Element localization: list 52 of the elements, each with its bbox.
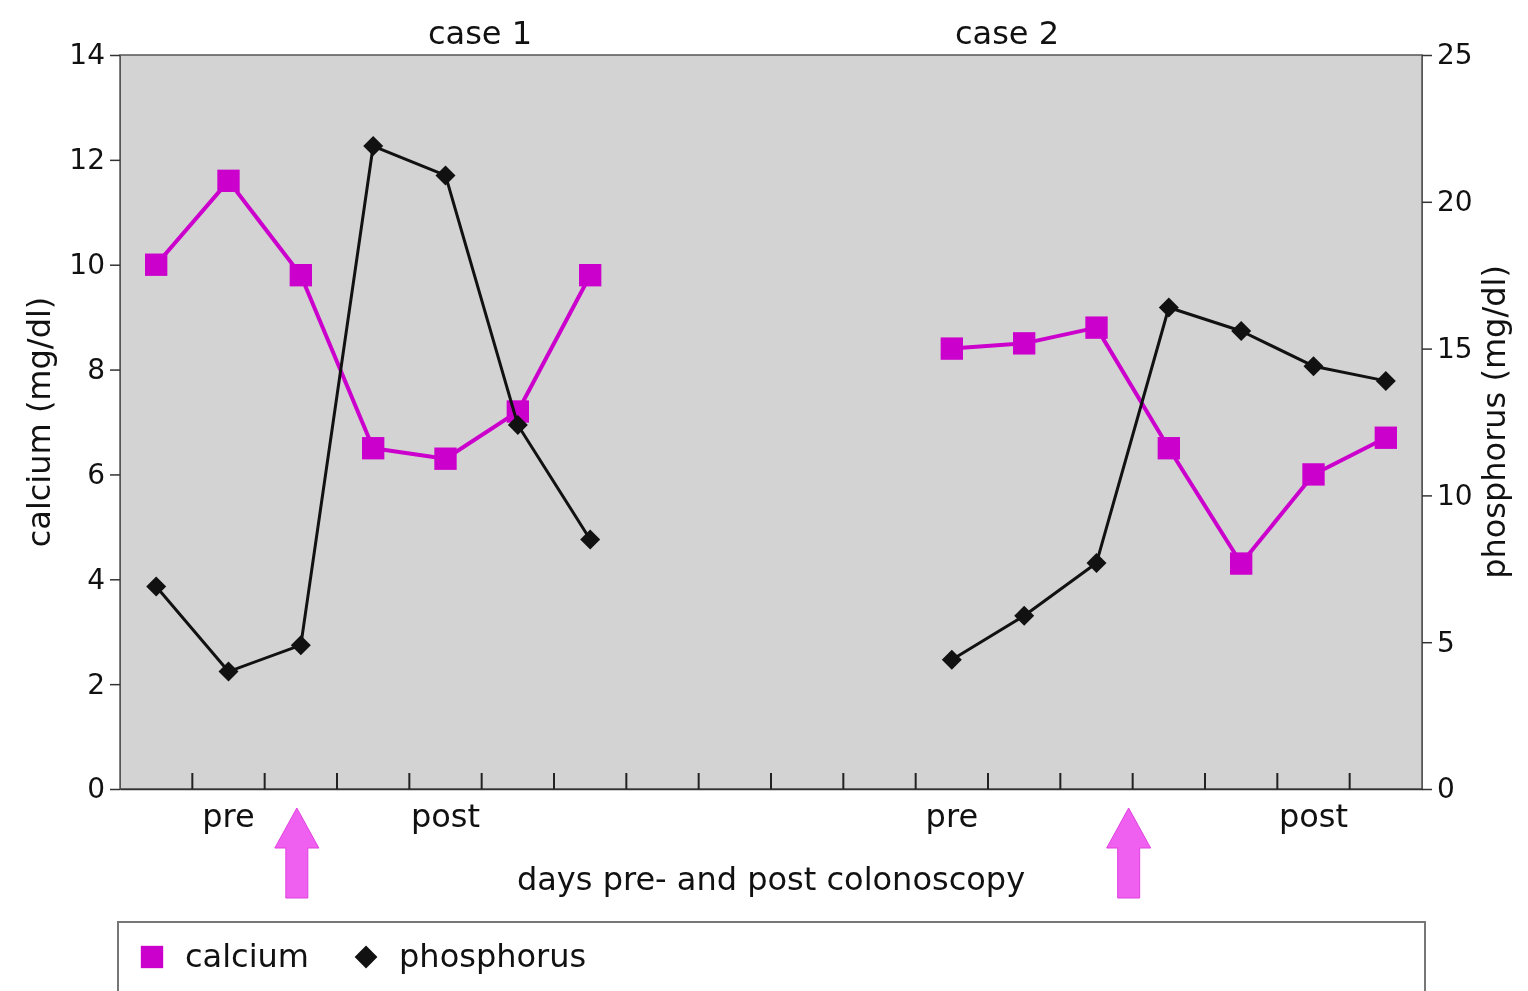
y-tick-label: 4 — [87, 562, 105, 596]
y-tick-label: 8 — [87, 353, 105, 387]
point — [217, 169, 240, 193]
y2-tick-label: 15 — [1437, 332, 1473, 366]
point — [146, 576, 167, 597]
point — [1375, 370, 1396, 391]
point — [1302, 463, 1325, 486]
y-axis-title: calcium (mg/dl) — [20, 296, 58, 548]
point — [507, 414, 528, 435]
point — [1374, 426, 1398, 449]
y2-tick-label: 10 — [1437, 478, 1473, 512]
point — [363, 136, 384, 157]
point — [1158, 297, 1179, 318]
legend-label: phosphorus — [399, 937, 587, 975]
point — [1014, 605, 1035, 626]
legend-label: calcium — [185, 937, 310, 975]
x-tick-label: post — [410, 797, 481, 836]
y2-tick-label: 25 — [1437, 38, 1473, 72]
point — [941, 649, 962, 670]
point — [1303, 356, 1324, 377]
point — [1012, 332, 1036, 355]
y-tick-label: 6 — [87, 457, 105, 491]
point — [289, 264, 313, 287]
text: case 2 — [954, 14, 1060, 52]
point — [434, 447, 457, 470]
y2-axis-title: phosphorus (mg/dl) — [1475, 265, 1513, 579]
x-axis-title: days pre- and post colonoscopy — [516, 860, 1026, 898]
point — [580, 529, 601, 550]
x-tick-label: post — [1278, 797, 1349, 836]
point — [218, 661, 239, 682]
point — [1085, 316, 1108, 339]
y2-tick-label: 20 — [1437, 185, 1473, 219]
point — [1157, 437, 1181, 460]
point — [435, 165, 456, 186]
x-tick-label: pre — [202, 797, 255, 836]
point — [1229, 552, 1253, 575]
y-tick-label: 0 — [87, 772, 105, 806]
text: case 1 — [427, 14, 533, 52]
x-tick-label: pre — [925, 797, 979, 836]
point — [1231, 320, 1252, 341]
point — [940, 337, 964, 360]
y-tick-label: 2 — [87, 667, 105, 701]
y-tick-label: 10 — [69, 248, 105, 282]
point — [290, 635, 311, 656]
point — [1086, 552, 1107, 573]
y-tick-label: 14 — [69, 38, 105, 72]
y-tick-label: 12 — [69, 143, 105, 177]
point — [578, 264, 602, 287]
point — [361, 437, 385, 460]
y2-tick-label: 0 — [1437, 772, 1455, 806]
y2-tick-label: 5 — [1437, 625, 1455, 659]
point — [144, 253, 168, 276]
